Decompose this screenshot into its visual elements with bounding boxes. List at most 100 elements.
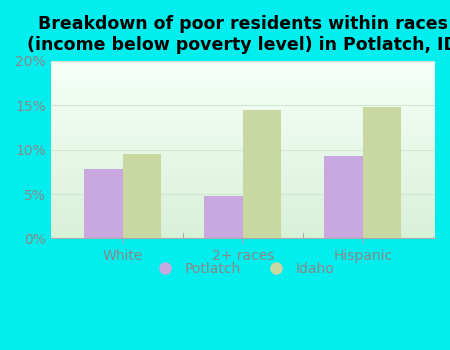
- Bar: [50, 218, 435, 219]
- Bar: [50, 223, 435, 224]
- Bar: [50, 98, 435, 99]
- Bar: [50, 122, 435, 123]
- Bar: [50, 204, 435, 205]
- Bar: [50, 62, 435, 63]
- Bar: [50, 65, 435, 66]
- Bar: [50, 186, 435, 187]
- Bar: [50, 123, 435, 124]
- Bar: [50, 99, 435, 100]
- Bar: [50, 175, 435, 176]
- Bar: [50, 89, 435, 90]
- Bar: [50, 164, 435, 165]
- Bar: [50, 155, 435, 156]
- Bar: [50, 191, 435, 192]
- Bar: [50, 234, 435, 235]
- Bar: [50, 119, 435, 120]
- Bar: [50, 142, 435, 144]
- Bar: [50, 235, 435, 236]
- Bar: [50, 85, 435, 86]
- Bar: [50, 225, 435, 226]
- Bar: [50, 198, 435, 200]
- Bar: [50, 215, 435, 216]
- Bar: [50, 226, 435, 227]
- Bar: [50, 153, 435, 154]
- Bar: [50, 105, 435, 106]
- Bar: [50, 229, 435, 230]
- Bar: [50, 149, 435, 150]
- Bar: [50, 202, 435, 203]
- Bar: [50, 232, 435, 233]
- Bar: [50, 121, 435, 122]
- Bar: [50, 231, 435, 232]
- Bar: [50, 125, 435, 126]
- Bar: [50, 224, 435, 225]
- Bar: [50, 233, 435, 234]
- Bar: [50, 174, 435, 175]
- Bar: [363, 107, 401, 238]
- Bar: [50, 183, 435, 184]
- Bar: [50, 63, 435, 64]
- Bar: [50, 154, 435, 155]
- Bar: [50, 209, 435, 210]
- Bar: [50, 147, 435, 148]
- Bar: [50, 200, 435, 201]
- Bar: [50, 140, 435, 141]
- Bar: [324, 156, 363, 238]
- Bar: [50, 182, 435, 183]
- Bar: [50, 131, 435, 132]
- Bar: [50, 69, 435, 70]
- Bar: [50, 64, 435, 65]
- Bar: [50, 180, 435, 181]
- Bar: [50, 179, 435, 180]
- Bar: [50, 102, 435, 103]
- Bar: [50, 135, 435, 137]
- Bar: [50, 100, 435, 101]
- Bar: [50, 78, 435, 79]
- Bar: [50, 66, 435, 67]
- Bar: [50, 173, 435, 174]
- Bar: [50, 101, 435, 102]
- Bar: [50, 187, 435, 188]
- Bar: [50, 148, 435, 149]
- Bar: [50, 221, 435, 222]
- Bar: [50, 212, 435, 213]
- Bar: [50, 138, 435, 139]
- Bar: [50, 214, 435, 215]
- Bar: [50, 120, 435, 121]
- Bar: [50, 111, 435, 112]
- Bar: [50, 70, 435, 71]
- Bar: [123, 154, 161, 238]
- Bar: [50, 159, 435, 160]
- Bar: [50, 192, 435, 193]
- Bar: [50, 71, 435, 72]
- Bar: [50, 67, 435, 68]
- Bar: [50, 107, 435, 108]
- Bar: [50, 206, 435, 208]
- Bar: [50, 162, 435, 163]
- Bar: [50, 68, 435, 69]
- Bar: [50, 222, 435, 223]
- Bar: [50, 156, 435, 157]
- Bar: [50, 129, 435, 130]
- Bar: [50, 81, 435, 82]
- Bar: [50, 177, 435, 178]
- Bar: [50, 165, 435, 166]
- Bar: [50, 139, 435, 140]
- Bar: [50, 220, 435, 221]
- Bar: [50, 196, 435, 197]
- Bar: [50, 189, 435, 190]
- Bar: [50, 84, 435, 85]
- Bar: [50, 201, 435, 202]
- Bar: [50, 144, 435, 145]
- Bar: [50, 76, 435, 77]
- Bar: [50, 146, 435, 147]
- Legend: Potlatch, Idaho: Potlatch, Idaho: [146, 256, 340, 281]
- Bar: [50, 141, 435, 142]
- Bar: [50, 194, 435, 195]
- Bar: [50, 127, 435, 128]
- Bar: [50, 134, 435, 135]
- Bar: [50, 211, 435, 212]
- Bar: [50, 104, 435, 105]
- Bar: [50, 92, 435, 93]
- Bar: [50, 168, 435, 169]
